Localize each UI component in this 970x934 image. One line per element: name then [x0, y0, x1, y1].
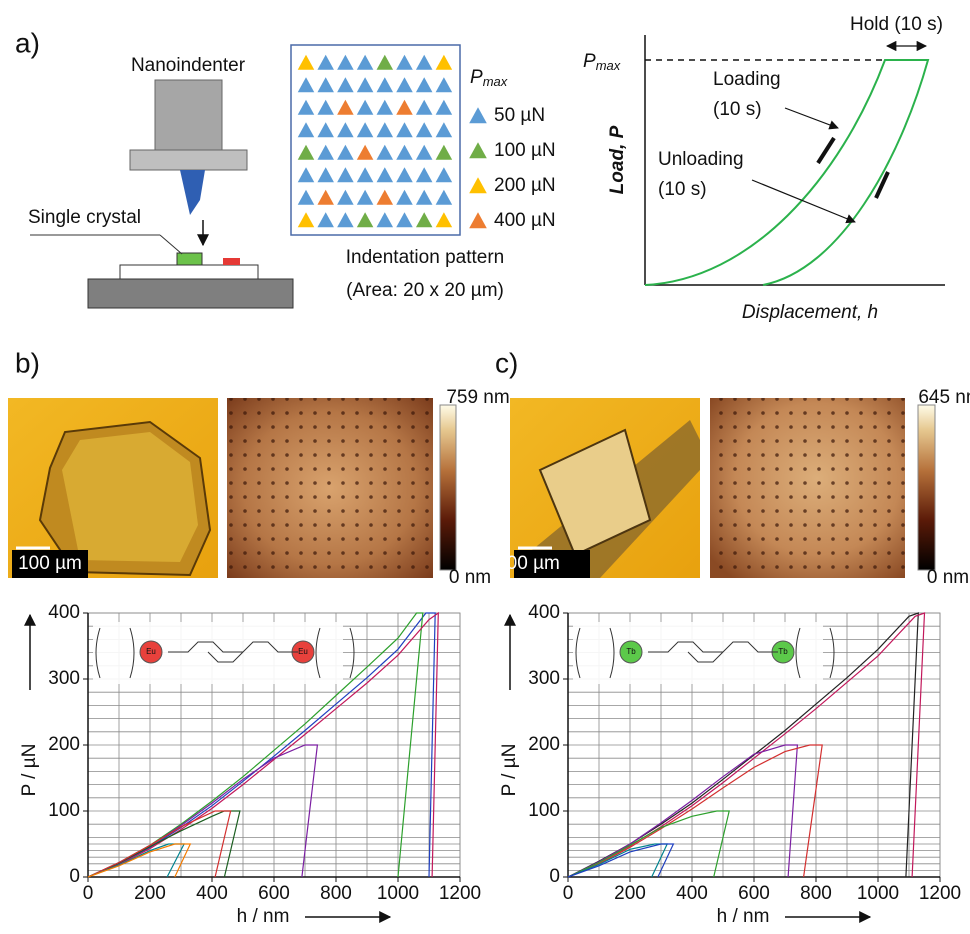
- y-tick-label: 0: [549, 866, 560, 887]
- y-tick-label: 400: [48, 602, 80, 623]
- label: a): [15, 27, 40, 58]
- x-axis-label: h / nm: [237, 906, 290, 927]
- label: 400 µN: [494, 210, 556, 231]
- legend-marker: [469, 177, 487, 193]
- afm-image-c: [710, 398, 905, 578]
- x-tick-label: 800: [800, 883, 832, 904]
- colorbar: [440, 405, 456, 570]
- y-tick-label: 0: [69, 866, 80, 887]
- y-tick-label: 300: [528, 668, 560, 689]
- label: Indentation pattern: [346, 247, 504, 268]
- y-tick-label: 200: [528, 734, 560, 755]
- y-axis-label: P / µN: [19, 744, 40, 797]
- x-tick-label: 600: [258, 883, 290, 904]
- legend-marker: [469, 212, 487, 228]
- label: 100 µm: [496, 553, 560, 574]
- label: Unloading: [658, 149, 744, 170]
- label: c): [495, 347, 518, 378]
- metal-label: Eu: [298, 647, 308, 656]
- label: 50 µN: [494, 105, 545, 126]
- x-tick-label: 400: [676, 883, 708, 904]
- legend-title: Pmax: [470, 67, 508, 89]
- label: Loading: [713, 69, 781, 90]
- label: Load, P: [607, 125, 628, 194]
- afm-image-b: [227, 398, 433, 578]
- x-tick-label: 1200: [919, 883, 961, 904]
- y-axis-label: P / µN: [499, 744, 520, 797]
- label: (10 s): [713, 99, 762, 120]
- x-tick-label: 400: [196, 883, 228, 904]
- x-tick-label: 0: [83, 883, 94, 904]
- optical-image-b: [8, 398, 218, 578]
- x-tick-label: 600: [738, 883, 770, 904]
- pmax-part: max: [596, 58, 621, 73]
- pmax-label: Pmax: [583, 51, 621, 73]
- label: (10 s): [658, 179, 707, 200]
- colorbar: [918, 405, 935, 570]
- pattern-box: [291, 45, 460, 235]
- figure: a) Nanoindenter Single crystal Pmax 50 µN 100…: [0, 0, 970, 934]
- x-axis-label: h / nm: [717, 906, 770, 927]
- metal-label: Tb: [778, 647, 788, 656]
- x-tick-label: 200: [614, 883, 646, 904]
- molecule-sketch: Eu Eu: [93, 622, 354, 684]
- label: 0 nm: [927, 567, 969, 588]
- label: 759 nm: [446, 387, 509, 408]
- molecule-sketch: Tb Tb: [573, 622, 834, 684]
- label: Hold (10 s): [850, 14, 943, 35]
- y-tick-label: 300: [48, 668, 80, 689]
- label: 645 nm: [918, 387, 970, 408]
- y-tick-label: 200: [48, 734, 80, 755]
- label: Single crystal: [28, 207, 141, 228]
- label: 100 µN: [494, 140, 556, 161]
- x-tick-label: 0: [563, 883, 574, 904]
- label: 200 µN: [494, 175, 556, 196]
- legend-title-main: P: [470, 67, 483, 88]
- x-tick-label: 1000: [857, 883, 899, 904]
- label: b): [15, 347, 40, 378]
- x-tick-label: 1000: [377, 883, 419, 904]
- label: Displacement, h: [742, 302, 878, 323]
- y-tick-label: 100: [528, 800, 560, 821]
- optical-image-c: [510, 398, 700, 578]
- label: Nanoindenter: [131, 55, 246, 76]
- y-tick-label: 400: [528, 602, 560, 623]
- legend-marker: [469, 142, 487, 158]
- indenter-schematic: [30, 80, 293, 308]
- label: 100 µm: [18, 553, 82, 574]
- x-tick-label: 800: [320, 883, 352, 904]
- x-tick-label: 200: [134, 883, 166, 904]
- x-tick-label: 1200: [439, 883, 481, 904]
- y-tick-label: 100: [48, 800, 80, 821]
- metal-label: Tb: [626, 647, 636, 656]
- legend-title-sub: max: [483, 74, 508, 89]
- pmax-part: P: [583, 51, 596, 72]
- legend-marker: [469, 107, 487, 123]
- metal-label: Eu: [146, 647, 156, 656]
- label: (Area: 20 x 20 µm): [346, 280, 504, 301]
- label: 0 nm: [449, 567, 491, 588]
